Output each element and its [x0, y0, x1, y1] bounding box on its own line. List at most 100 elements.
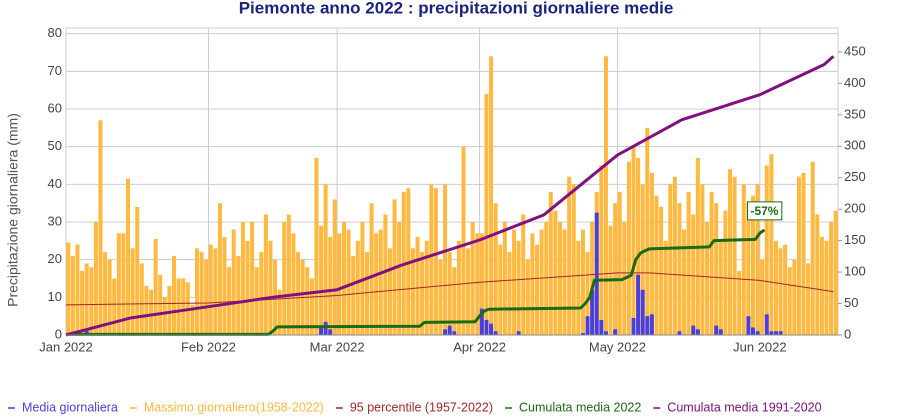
bar	[332, 199, 337, 335]
bar	[328, 237, 333, 335]
bar	[190, 304, 195, 335]
bar	[305, 267, 310, 335]
bar	[764, 165, 769, 335]
bar	[695, 329, 700, 335]
bar	[493, 331, 498, 335]
bar	[659, 206, 664, 335]
bar	[764, 314, 769, 335]
chart-title: Piemonte anno 2022 : precipitazioni gior…	[239, 0, 674, 17]
bar	[452, 331, 457, 335]
bar	[433, 188, 438, 335]
y2-tick-label: 450	[844, 43, 866, 58]
bar	[815, 214, 820, 335]
bar	[374, 233, 379, 335]
bar	[319, 325, 324, 335]
bar	[98, 120, 103, 335]
bar	[833, 210, 838, 335]
bar	[337, 233, 342, 335]
bar	[548, 191, 553, 335]
y2-tick-label: 300	[844, 138, 866, 153]
y-tick-label: 10	[48, 289, 62, 304]
bar	[452, 267, 457, 335]
bar	[80, 270, 85, 335]
bar	[447, 325, 452, 335]
bar	[617, 191, 622, 335]
bar	[489, 323, 494, 335]
bar	[585, 252, 590, 335]
bar	[580, 229, 585, 335]
bar	[691, 214, 696, 335]
bar	[516, 240, 521, 335]
bar	[640, 184, 645, 335]
bar	[755, 331, 760, 335]
bar	[291, 233, 296, 335]
bar	[755, 184, 760, 335]
bar	[773, 240, 778, 335]
bar	[116, 233, 121, 335]
bar	[769, 331, 774, 335]
bar	[636, 274, 641, 335]
bar	[89, 267, 94, 335]
bar	[603, 56, 608, 336]
bar	[466, 248, 471, 335]
y2-tick-label: 400	[844, 75, 866, 90]
bar	[567, 176, 572, 335]
bar	[130, 248, 135, 335]
bar	[824, 240, 829, 335]
bar	[364, 252, 369, 335]
bar	[677, 331, 682, 335]
y2-tick-label: 250	[844, 169, 866, 184]
annotation-text: -57%	[750, 204, 778, 218]
bar	[286, 214, 291, 335]
legend-label: Media giornaliera	[22, 400, 118, 414]
bar	[479, 308, 484, 335]
bar	[672, 176, 677, 335]
bar	[75, 244, 80, 335]
bar	[222, 237, 227, 335]
y2-tick-label: 0	[844, 326, 851, 341]
bar	[181, 278, 186, 335]
bar	[557, 221, 562, 335]
bar	[636, 157, 641, 335]
y2-tick-label: 200	[844, 201, 866, 216]
bar	[369, 203, 374, 335]
bar	[746, 316, 751, 335]
x-tick-label: Apr 2022	[453, 339, 506, 354]
annotation: -57%	[746, 201, 783, 221]
bar	[135, 206, 140, 335]
bar	[493, 203, 498, 335]
bar	[443, 329, 448, 335]
bar	[397, 221, 402, 335]
bar	[323, 184, 328, 335]
bar	[728, 169, 733, 335]
bar	[599, 319, 604, 335]
bar	[819, 237, 824, 335]
legend-label: Cumulata media 2022	[519, 400, 641, 414]
bar	[539, 229, 544, 335]
bar	[158, 274, 163, 335]
bar	[516, 331, 521, 335]
bar	[760, 259, 765, 335]
bar	[682, 229, 687, 335]
bar	[613, 203, 618, 335]
bar	[613, 329, 618, 335]
x-tick-label: Jun 2022	[733, 339, 787, 354]
bar	[750, 327, 755, 335]
bar	[144, 286, 149, 335]
bar	[323, 321, 328, 335]
bar	[649, 314, 654, 335]
bar	[590, 221, 595, 335]
bar	[705, 221, 710, 335]
bar	[654, 195, 659, 335]
bar	[107, 259, 112, 335]
bar	[668, 184, 673, 335]
bar	[309, 278, 314, 335]
bar	[580, 333, 585, 335]
bar	[603, 331, 608, 335]
bar	[447, 252, 452, 335]
line	[65, 272, 834, 306]
bar	[199, 252, 204, 335]
bar	[66, 242, 71, 335]
line	[65, 55, 835, 337]
bar	[429, 184, 434, 335]
